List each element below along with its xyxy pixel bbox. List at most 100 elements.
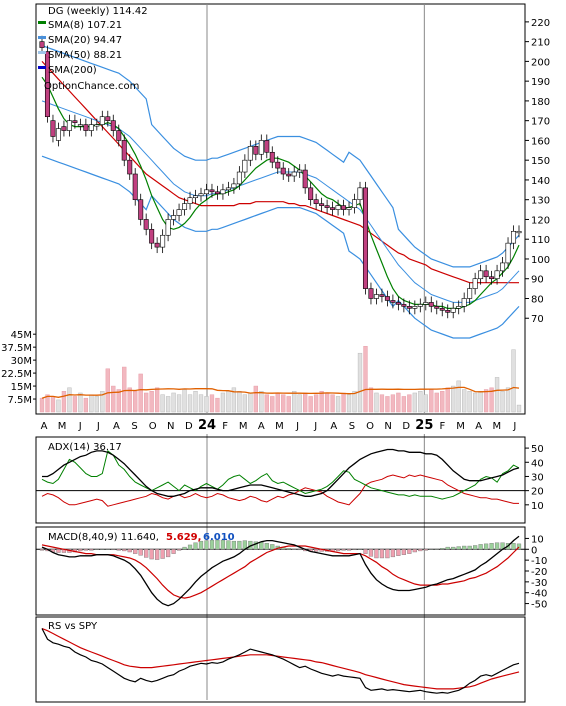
macd-histogram-bar xyxy=(292,548,297,550)
volume-bar xyxy=(440,391,445,413)
volume-bar xyxy=(281,394,286,413)
macd-histogram-bar xyxy=(335,549,341,552)
candle-body xyxy=(302,169,308,189)
x-tick-label: A xyxy=(475,421,482,432)
macd-panel: 100-10-20-30-40-50 xyxy=(35,526,547,616)
candle-body xyxy=(77,124,83,127)
candle-body xyxy=(127,159,133,175)
macd-histogram-bar xyxy=(187,544,193,550)
macd-histogram-bar xyxy=(429,549,434,550)
x-tick-label: M xyxy=(456,421,465,432)
macd-histogram-bar xyxy=(467,545,472,550)
volume-bar xyxy=(78,392,83,413)
x-tick-label: N xyxy=(384,421,391,432)
candle-body xyxy=(373,294,379,299)
adx-panel: 50 40 30 20 10 xyxy=(35,436,544,524)
volume-bar xyxy=(297,394,302,413)
adx-frame xyxy=(35,436,526,524)
candle-body xyxy=(461,298,467,307)
candle-body xyxy=(368,288,374,299)
volume-bar xyxy=(209,394,215,413)
candle-body xyxy=(406,306,412,309)
macd-histogram-bar xyxy=(473,545,478,550)
macd-histogram-bar xyxy=(341,549,346,551)
volume-bar xyxy=(231,387,237,413)
volume-bar xyxy=(160,394,165,413)
volume-ytick-label: 22.5M xyxy=(1,369,32,380)
volume-bar xyxy=(489,387,494,413)
adx-ytick-label: 30 xyxy=(531,472,544,483)
volume-bar xyxy=(56,399,61,413)
volume-bar xyxy=(462,389,467,413)
macd-histogram-bar xyxy=(182,546,187,550)
legend-swatch-sma20 xyxy=(38,36,46,39)
candle-body xyxy=(187,197,193,204)
candle-body xyxy=(110,120,116,131)
volume-bar xyxy=(39,397,45,413)
candle-body xyxy=(214,191,220,195)
candle-body xyxy=(275,161,281,169)
volume-bar xyxy=(154,387,160,413)
macd-histogram-bar xyxy=(105,549,110,550)
volume-bar xyxy=(379,394,385,413)
candle-body xyxy=(417,304,423,307)
volume-bar xyxy=(50,396,56,413)
candle-body xyxy=(198,193,204,197)
volume-bar xyxy=(335,396,341,413)
x-tick-label: D xyxy=(185,421,193,432)
volume-bar xyxy=(242,394,248,413)
candle-body xyxy=(269,151,275,163)
macd-histogram-bar xyxy=(160,549,165,559)
volume-bar xyxy=(341,392,346,413)
macd-histogram-bar xyxy=(286,548,291,550)
volume-bar xyxy=(127,387,132,413)
adx-minus-di-line xyxy=(41,474,519,507)
volume-bar xyxy=(67,387,72,413)
macd-histogram-bar xyxy=(165,549,171,558)
macd-histogram-bar xyxy=(100,549,105,550)
price-ytick-label: 220 xyxy=(531,18,550,29)
candle-body xyxy=(297,169,303,173)
volume-ytick-label: 45M xyxy=(11,330,32,341)
candle-body xyxy=(313,199,319,204)
macd-histogram-bar xyxy=(116,549,121,551)
volume-bar xyxy=(390,394,396,413)
macd-label: MACD(8,40,9) 11.640, xyxy=(48,532,159,543)
price-legend: DG (weekly) 114.42 SMA(8) 107.21 SMA(20)… xyxy=(38,6,148,92)
volume-bar xyxy=(412,392,417,413)
volume-bar xyxy=(264,394,269,413)
macd-histogram-bar xyxy=(451,546,456,550)
macd-histogram-bar xyxy=(368,549,374,557)
volume-bar xyxy=(215,397,220,413)
legend-sma8: SMA(8) 107.21 xyxy=(48,20,122,31)
rs-label: RS vs SPY xyxy=(48,621,98,632)
candle-body xyxy=(176,209,182,216)
candle-body xyxy=(428,302,434,307)
candle-body xyxy=(143,219,149,230)
x-tick-label: M xyxy=(58,421,67,432)
bollinger-upper-line xyxy=(41,45,520,268)
volume-bar xyxy=(445,387,450,413)
volume-bar xyxy=(352,391,357,413)
volume-ytick-label: 15M xyxy=(11,382,32,393)
sma8-line xyxy=(41,76,520,309)
candle-body xyxy=(352,199,358,208)
candle-body xyxy=(423,302,429,305)
price-ytick-label: 210 xyxy=(531,38,550,49)
candle-body xyxy=(324,205,330,208)
price-ytick-label: 80 xyxy=(531,294,544,305)
candle-body xyxy=(258,140,264,155)
candle-body xyxy=(138,199,144,220)
x-tick-label: F xyxy=(440,421,446,432)
macd-histogram-bar xyxy=(149,549,154,560)
macd-histogram-bar xyxy=(314,549,319,552)
candle-body xyxy=(225,187,231,191)
macd-histogram-bar xyxy=(489,543,494,550)
candle-body xyxy=(401,304,407,307)
candle-body xyxy=(154,242,160,248)
macd-line xyxy=(41,535,520,607)
volume-bar xyxy=(165,396,171,413)
candle-body xyxy=(472,278,478,289)
candle-body xyxy=(88,124,94,131)
